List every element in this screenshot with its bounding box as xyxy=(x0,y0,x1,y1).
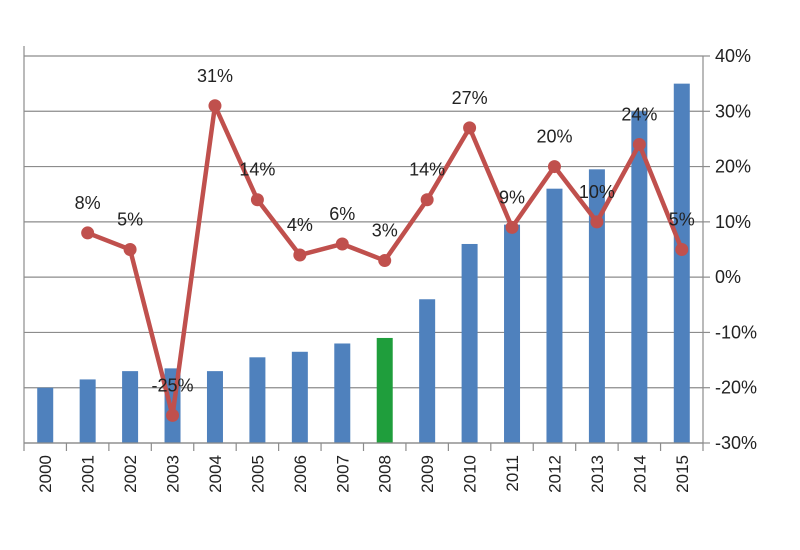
data-label-2010: 27% xyxy=(452,88,488,108)
right-axis-tick-label: -30% xyxy=(715,433,757,453)
x-axis-label-2014: 2014 xyxy=(630,455,649,493)
right-axis-tick-label: 20% xyxy=(715,157,751,177)
line-point-2003 xyxy=(166,408,180,422)
right-axis-tick-label: -10% xyxy=(715,322,757,342)
data-label-2007: 6% xyxy=(329,204,355,224)
data-label-2014: 24% xyxy=(621,104,657,124)
x-axis-label-2001: 2001 xyxy=(79,455,98,493)
line-point-2013 xyxy=(590,215,604,229)
bar-2006 xyxy=(291,351,308,443)
right-axis-tick-label: 0% xyxy=(715,267,741,287)
line-point-2008 xyxy=(378,254,392,268)
data-label-2015: 5% xyxy=(669,210,695,230)
line-point-2004 xyxy=(208,99,222,113)
bar-2005 xyxy=(249,357,266,443)
bar-2001 xyxy=(79,379,96,443)
data-labels: 8% 5% -25% 31% 14% 4% 6% 3% 14% 27% 9% 20% 10% 24% 5% xyxy=(75,66,695,396)
x-axis-label-2006: 2006 xyxy=(291,455,310,493)
bar-2015 xyxy=(673,83,690,444)
line-point-2014 xyxy=(632,137,646,151)
line-point-2009 xyxy=(420,193,434,207)
x-axis-label-2013: 2013 xyxy=(588,455,607,493)
x-axis-label-2011: 2011 xyxy=(503,455,522,492)
right-axis-tick-label: -20% xyxy=(715,378,757,398)
x-axis-label-2000: 2000 xyxy=(36,455,55,493)
x-axis-label-2009: 2009 xyxy=(418,455,437,493)
line-point-2012 xyxy=(547,160,561,174)
data-label-2005: 14% xyxy=(239,160,275,180)
data-label-2001: 8% xyxy=(75,193,101,213)
line-point-2010 xyxy=(463,121,477,135)
bar-2013 xyxy=(588,169,605,444)
data-label-2011: 9% xyxy=(499,187,525,207)
x-axis-label-2003: 2003 xyxy=(164,455,183,493)
line-point-2007 xyxy=(335,237,349,251)
bar-2004 xyxy=(206,371,223,443)
line-point-2011 xyxy=(505,220,519,234)
x-axis-label-2002: 2002 xyxy=(121,455,140,493)
bar-2011 xyxy=(504,224,521,443)
x-axis-label-2010: 2010 xyxy=(461,455,480,493)
x-axis-label-2008: 2008 xyxy=(376,455,395,493)
axes xyxy=(23,46,710,451)
bar-2012 xyxy=(546,188,563,443)
line-point-2015 xyxy=(675,243,689,256)
data-label-2013: 10% xyxy=(579,182,615,202)
x-axis-label-2004: 2004 xyxy=(206,455,225,493)
x-axis-label-2015: 2015 xyxy=(673,455,692,493)
x-axis-label-2007: 2007 xyxy=(333,455,352,493)
data-label-2002: 5% xyxy=(117,210,143,230)
bar-2009 xyxy=(419,299,436,443)
line-point-2006 xyxy=(293,248,307,262)
x-axis-label-2005: 2005 xyxy=(248,455,267,493)
line-point-2005 xyxy=(250,193,264,207)
bar-2002 xyxy=(122,371,139,443)
data-label-2004: 31% xyxy=(197,66,233,86)
bar-2014 xyxy=(631,111,648,444)
data-label-2012: 20% xyxy=(536,127,572,147)
bar-2000 xyxy=(37,387,54,443)
right-axis-tick-label: 10% xyxy=(715,212,751,232)
line-series xyxy=(81,99,689,422)
line-point-2002 xyxy=(123,243,137,256)
right-axis-tick-label: 30% xyxy=(715,101,751,121)
bar-2007 xyxy=(334,343,351,443)
bar-2008 xyxy=(376,337,393,443)
x-axis-tick-labels: 2000 2001 2002 2003 2004 2005 2006 2007 2008 2009… xyxy=(36,455,692,493)
bar-2010 xyxy=(461,243,478,443)
data-label-2009: 14% xyxy=(409,160,445,180)
right-axis-tick-labels: 40% 30% 20% 10% 0% -10% -20% -30% xyxy=(715,46,757,453)
line-point-2001 xyxy=(81,226,95,240)
x-axis-label-2012: 2012 xyxy=(545,455,564,493)
right-axis-tick-label: 40% xyxy=(715,46,751,66)
data-label-2003: -25% xyxy=(152,375,194,395)
data-label-2006: 4% xyxy=(287,215,313,235)
data-label-2008: 3% xyxy=(372,221,398,241)
